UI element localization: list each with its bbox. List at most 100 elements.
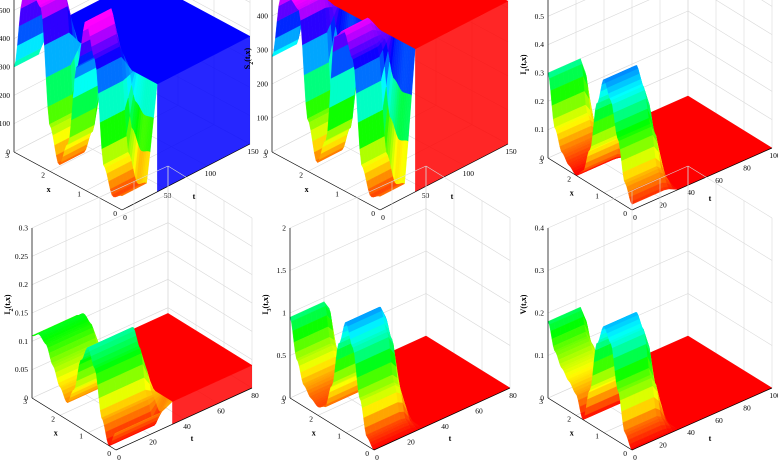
x-tick-label: 2	[567, 174, 571, 183]
x-tick-label: 1	[79, 432, 83, 441]
grid-line	[547, 208, 689, 271]
grid-line	[167, 250, 253, 304]
surface-patch	[614, 368, 622, 383]
z-tick-label: 0.15	[15, 309, 28, 318]
grid-line	[167, 222, 253, 275]
z-axis-label-args: (t,x)	[3, 294, 12, 308]
t-tick-label: 100	[769, 391, 778, 400]
z-axis-label-main: S	[243, 64, 252, 69]
z-axis-label: V(t,x)	[519, 294, 528, 314]
z-tick-label: 0	[540, 394, 544, 403]
z-axis-label-main: V	[519, 308, 528, 314]
surface-patch	[97, 382, 105, 399]
panel-v: 00.10.20.30.40123020406080100xtV(t,x)	[516, 165, 778, 469]
z-tick-label: 0.1	[19, 337, 29, 346]
x-tick-label: 3	[281, 397, 285, 406]
z-tick-label: 0.2	[535, 97, 545, 106]
panel-s2: 01002003004005000123050100150xtS2(t,x)	[243, 0, 518, 225]
grid-line	[31, 165, 169, 229]
x-axis-label: x	[47, 185, 51, 194]
z-tick-label: 0	[282, 394, 286, 403]
t-axis-label: t	[449, 434, 452, 443]
x-tick-label: 2	[309, 414, 313, 423]
surface-plot-i1: 00.10.20.30.40.50.60123020406080100xtI1(…	[519, 0, 778, 222]
t-tick-label: 20	[407, 438, 415, 447]
grid-line	[547, 250, 689, 314]
t-tick-label: 40	[441, 422, 449, 431]
z-tick-label: 200	[257, 80, 269, 89]
grid-line	[167, 165, 253, 219]
z-tick-label: 0	[6, 148, 10, 157]
grid-line	[31, 194, 169, 257]
surface-patch	[356, 375, 364, 391]
x-tick-label: 1	[335, 190, 339, 199]
x-axis-label: x	[54, 428, 58, 437]
z-axis-label-args: (t,x)	[243, 47, 252, 61]
surface-patch	[619, 398, 627, 412]
x-tick-label: 1	[77, 190, 81, 199]
t-tick-label: 20	[659, 441, 667, 450]
x-axis-label: x	[570, 188, 574, 197]
x-tick-label: 1	[337, 432, 341, 441]
surface-patch	[621, 409, 628, 423]
z-axis-label-args: (t,x)	[519, 54, 528, 68]
panel-i1: 00.10.20.30.40.50.60123020406080100xtI1(…	[516, 0, 778, 225]
t-tick-label: 0	[381, 213, 385, 222]
x-tick-label: 3	[539, 397, 543, 406]
t-tick-label: 150	[505, 147, 517, 156]
grid-line	[425, 293, 511, 346]
surface-patch	[621, 158, 628, 173]
surface-plot-s2: 01002003004005000123050100150xtS2(t,x)	[243, 0, 517, 222]
surface-patch	[278, 0, 284, 7]
x-axis-line	[13, 151, 123, 211]
grid-line	[687, 10, 773, 64]
steady-state-side	[415, 1, 508, 192]
surface	[31, 313, 253, 446]
grid-line	[289, 165, 427, 229]
surface-patch	[20, 0, 26, 9]
grid-line	[761, 0, 773, 7]
t-axis-label: t	[709, 194, 712, 203]
z-tick-label: 0.3	[535, 69, 545, 78]
z-tick-label: 0.4	[535, 224, 545, 233]
t-axis-label: t	[709, 434, 712, 443]
grid-line	[289, 208, 427, 271]
x-tick-label: 0	[623, 449, 627, 458]
t-tick-label: 20	[149, 438, 157, 447]
t-tick-label: 60	[475, 407, 483, 416]
t-tick-label: 100	[205, 169, 217, 178]
t-tick-label: 80	[743, 403, 751, 412]
z-tick-label: 400	[257, 12, 269, 21]
grid-line	[31, 250, 169, 314]
x-tick-label: 0	[623, 209, 627, 218]
grid-line	[687, 250, 773, 304]
z-axis-label: S2(t,x)	[243, 47, 255, 69]
axes: 01002003004005000123050100150xtS2(t,x)	[243, 0, 517, 222]
t-axis-line	[115, 387, 253, 451]
t-axis-label: t	[191, 434, 194, 443]
surface-patch	[354, 350, 361, 365]
z-tick-label: 400	[0, 34, 10, 43]
z-axis-label-subscript: 1	[525, 68, 531, 71]
z-tick-label: 1	[282, 309, 286, 318]
z-axis-label-subscript: 2	[249, 62, 255, 65]
surface-patch	[114, 430, 122, 434]
z-tick-label: 0	[264, 148, 268, 157]
z-tick-label: 0.2	[19, 280, 29, 289]
t-tick-label: 0	[123, 213, 127, 222]
t-tick-label: 100	[769, 151, 778, 160]
grid-line	[687, 208, 773, 261]
z-axis-label-main: I	[3, 311, 12, 314]
surface-patch	[355, 361, 363, 379]
z-tick-label: 500	[0, 6, 10, 15]
grid-line	[425, 208, 511, 261]
t-tick-label: 40	[687, 188, 695, 197]
grid-line	[687, 165, 773, 219]
grid-line	[31, 222, 169, 285]
surface-patch	[119, 193, 127, 197]
surface	[271, 0, 509, 198]
surface-patch	[550, 88, 557, 106]
surface	[547, 58, 773, 205]
